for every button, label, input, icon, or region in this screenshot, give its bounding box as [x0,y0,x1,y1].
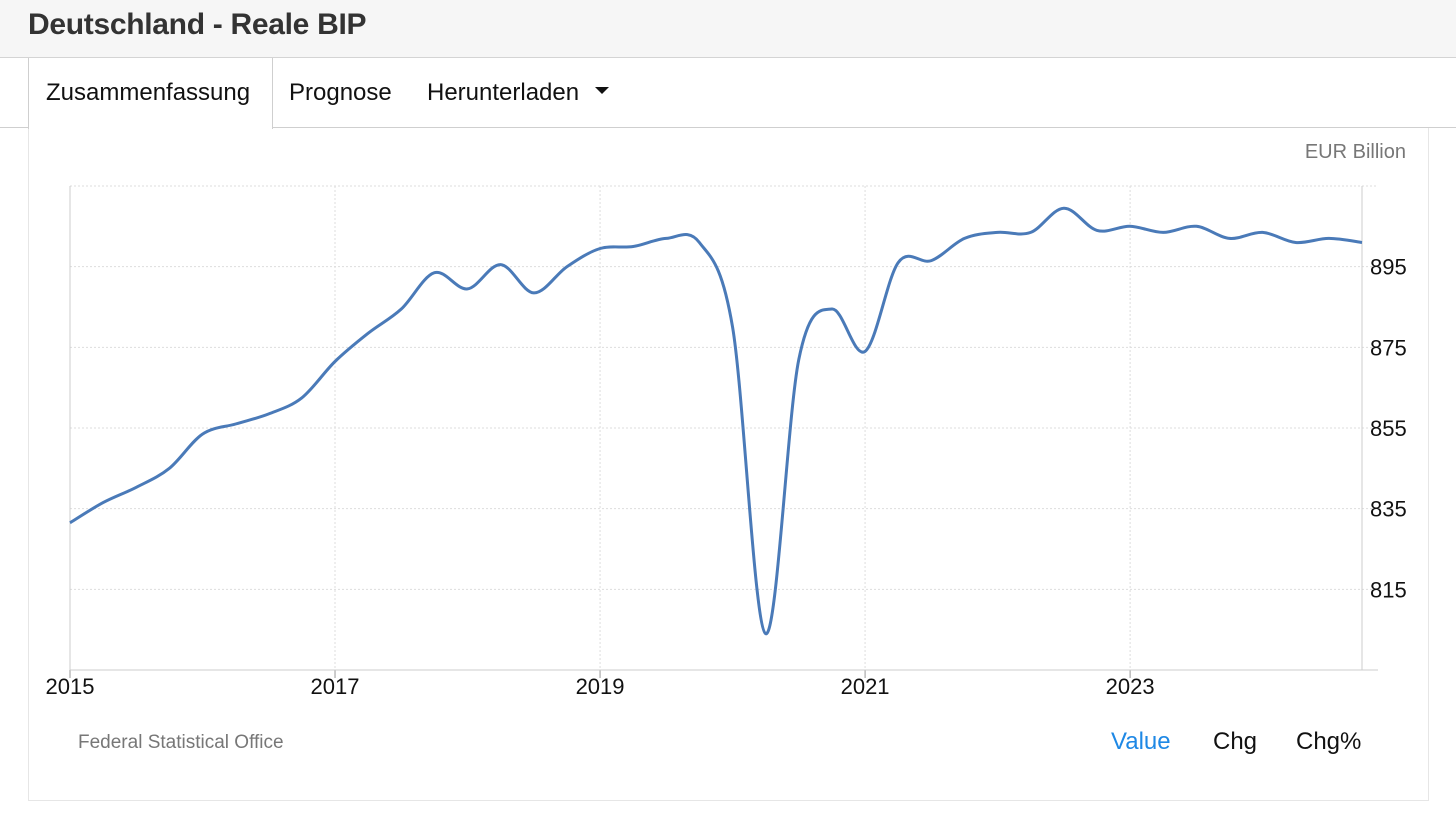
data-point [1161,230,1165,234]
series-line [69,206,1363,636]
mode-chg-button[interactable]: Chg [1213,728,1258,755]
x-tick-label: 2015 [46,674,95,699]
tab-zusammenfassung[interactable]: Zusammenfassung [28,58,273,129]
data-point [1360,240,1364,244]
x-tick-label: 2019 [576,674,625,699]
data-point [631,245,635,249]
tab-herunterladen[interactable]: Herunterladen [427,58,610,128]
data-point [333,359,337,363]
data-point [366,331,370,335]
tab-prognose[interactable]: Prognose [289,79,392,106]
y-tick-label: 815 [1370,577,1407,602]
data-point [1062,206,1066,210]
data-point [1128,224,1132,228]
data-point [1227,236,1231,240]
data-point [134,485,138,489]
data-point [68,521,72,525]
data-point [1261,230,1265,234]
data-point [1095,228,1099,232]
y-tick-label: 895 [1370,255,1407,280]
data-point [300,396,304,400]
data-point [1194,224,1198,228]
data-point [432,271,436,275]
data-point [399,307,403,311]
data-point [731,325,735,329]
page-header: Deutschland - Reale BIP [0,0,1456,58]
data-point [598,247,602,251]
data-point [996,230,1000,234]
data-point [929,259,933,263]
data-point [1327,236,1331,240]
data-point [201,432,205,436]
data-point [167,466,171,470]
x-tick-label: 2021 [841,674,890,699]
caret-down-icon [595,87,610,95]
data-point [466,287,470,291]
data-point [797,357,801,361]
data-point [1294,240,1298,244]
y-tick-label: 835 [1370,497,1407,522]
page-title: Deutschland - Reale BIP [28,8,367,41]
unit-label: EUR Billion [1304,141,1406,163]
data-point [962,236,966,240]
data-point [101,501,105,505]
data-point [896,261,900,265]
data-point [565,265,569,269]
chart-panel [28,128,1429,801]
data-point [764,632,768,636]
x-tick-label: 2017 [311,674,360,699]
data-point [830,307,834,311]
data-point [532,291,536,295]
data-point [863,349,867,353]
y-tick-label: 855 [1370,416,1407,441]
data-point [664,236,668,240]
source-label: Federal Statistical Office [78,732,284,753]
tab-bar: Zusammenfassung Prognose Herunterladen [0,58,1456,129]
data-point [499,263,503,267]
tab-herunterladen-label: Herunterladen [427,79,580,106]
data-point [1029,230,1033,234]
x-tick-label: 2023 [1106,674,1155,699]
mode-value-button[interactable]: Value [1111,728,1171,755]
data-point [234,422,238,426]
data-point [267,412,271,416]
y-tick-label: 875 [1370,335,1407,360]
data-point [697,240,701,244]
mode-chg-percent-button[interactable]: Chg% [1296,728,1362,755]
